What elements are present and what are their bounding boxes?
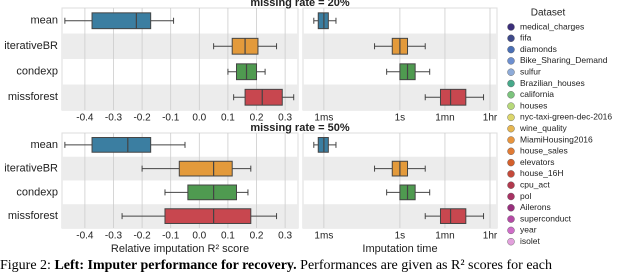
- legend-label: fifa: [520, 33, 532, 43]
- legend-marker: [507, 237, 515, 246]
- box: [91, 12, 152, 30]
- x-axis-label: Imputation time: [362, 243, 437, 255]
- caption-bold: Left: Imputer performance for recovery.: [54, 258, 297, 273]
- legend-marker: [507, 204, 515, 212]
- x-tick-label: -0.4: [76, 113, 94, 124]
- legend-label: sulfur: [520, 66, 541, 76]
- legend-marker: [507, 102, 515, 110]
- legend-label: medical_charges: [520, 21, 584, 31]
- x-tick-label: 0.2: [250, 231, 264, 242]
- box: [91, 137, 152, 153]
- y-tick-label: condexp: [16, 66, 58, 78]
- x-tick-label: 1mn: [435, 113, 454, 124]
- box: [164, 208, 252, 224]
- box: [187, 184, 237, 201]
- x-tick-label: 1mn: [435, 231, 454, 242]
- legend-label: MiamiHousing2016: [520, 134, 593, 144]
- legend-marker: [507, 124, 515, 133]
- legend-marker: [507, 147, 515, 156]
- legend-label: wine_quality: [519, 123, 568, 133]
- x-tick-label: 0.1: [221, 231, 235, 242]
- legend-label: cpu_act: [520, 179, 550, 189]
- legend-marker: [507, 170, 515, 178]
- x-tick-label: -0.3: [105, 113, 123, 124]
- legend-title: Dataset: [531, 8, 566, 19]
- legend-marker: [507, 113, 515, 122]
- x-tick-label: 0.3: [278, 113, 292, 124]
- row-title: missing rate = 20%: [250, 0, 350, 9]
- x-tick-label: 1hr: [483, 231, 498, 242]
- legend-marker: [507, 215, 515, 223]
- legend-marker: [507, 79, 515, 88]
- legend-label: Brazilian_houses: [520, 78, 585, 88]
- caption-text: Performances are given as R² scores for …: [300, 258, 552, 273]
- x-tick-label: -0.2: [133, 231, 151, 242]
- legend-marker: [507, 226, 515, 235]
- legend-marker: [507, 57, 515, 65]
- legend-marker: [507, 136, 515, 144]
- x-tick-label: 1ms: [314, 113, 333, 124]
- y-tick-label: condexp: [16, 186, 58, 198]
- x-tick-label: 0.0: [192, 113, 206, 124]
- box: [439, 208, 467, 224]
- x-tick-label: -0.3: [105, 231, 123, 242]
- legend-marker: [507, 91, 515, 99]
- legend-marker: [507, 45, 515, 54]
- box: [439, 88, 467, 106]
- x-tick-label: -0.1: [162, 113, 180, 124]
- x-tick-label: -0.1: [162, 231, 180, 242]
- legend-label: houses: [520, 100, 547, 110]
- legend-label: year: [520, 225, 537, 235]
- x-tick-label: 0.0: [192, 231, 206, 242]
- x-tick-label: 1hr: [483, 113, 498, 124]
- legend-marker: [507, 192, 515, 201]
- x-tick-label: 0.2: [250, 113, 264, 124]
- y-tick-label: missforest: [8, 91, 58, 103]
- caption-label: Figure 2:: [0, 258, 51, 273]
- x-axis-label: Relative imputation R² score: [111, 243, 249, 255]
- box: [178, 160, 233, 177]
- legend-label: california: [520, 89, 554, 99]
- x-tick-label: 0.3: [278, 231, 292, 242]
- legend-marker: [507, 158, 515, 167]
- x-tick-label: 0.1: [221, 113, 235, 124]
- legend-marker: [507, 23, 515, 31]
- legend-marker: [507, 181, 515, 189]
- y-tick-label: missforest: [8, 210, 58, 222]
- x-tick-label: 1s: [395, 113, 406, 124]
- legend-label: house_16H: [520, 168, 563, 178]
- legend-label: Bike_Sharing_Demand: [520, 55, 608, 65]
- x-tick-label: 1s: [395, 231, 406, 242]
- y-tick-label: iterativeBR: [4, 163, 58, 175]
- legend-label: superconduct: [520, 213, 572, 223]
- legend-label: isolet: [520, 236, 540, 246]
- y-tick-label: mean: [30, 15, 58, 27]
- y-tick-label: iterativeBR: [4, 40, 58, 52]
- box: [244, 88, 283, 106]
- y-tick-label: mean: [30, 139, 58, 151]
- x-tick-label: 1ms: [314, 231, 333, 242]
- legend-marker: [507, 34, 515, 42]
- legend-marker: [507, 68, 515, 76]
- caption: Figure 2: Left: Imputer performance for …: [0, 258, 640, 274]
- row-title: missing rate = 50%: [250, 122, 350, 134]
- x-tick-label: -0.4: [76, 231, 94, 242]
- legend-label: diamonds: [520, 44, 557, 54]
- legend-label: house_sales: [520, 146, 568, 156]
- legend-label: pol: [520, 191, 531, 201]
- x-tick-label: -0.2: [133, 113, 151, 124]
- legend-label: Ailerons: [520, 202, 551, 212]
- legend-label: elevators: [520, 157, 555, 167]
- legend-label: nyc-taxi-green-dec-2016: [520, 112, 612, 122]
